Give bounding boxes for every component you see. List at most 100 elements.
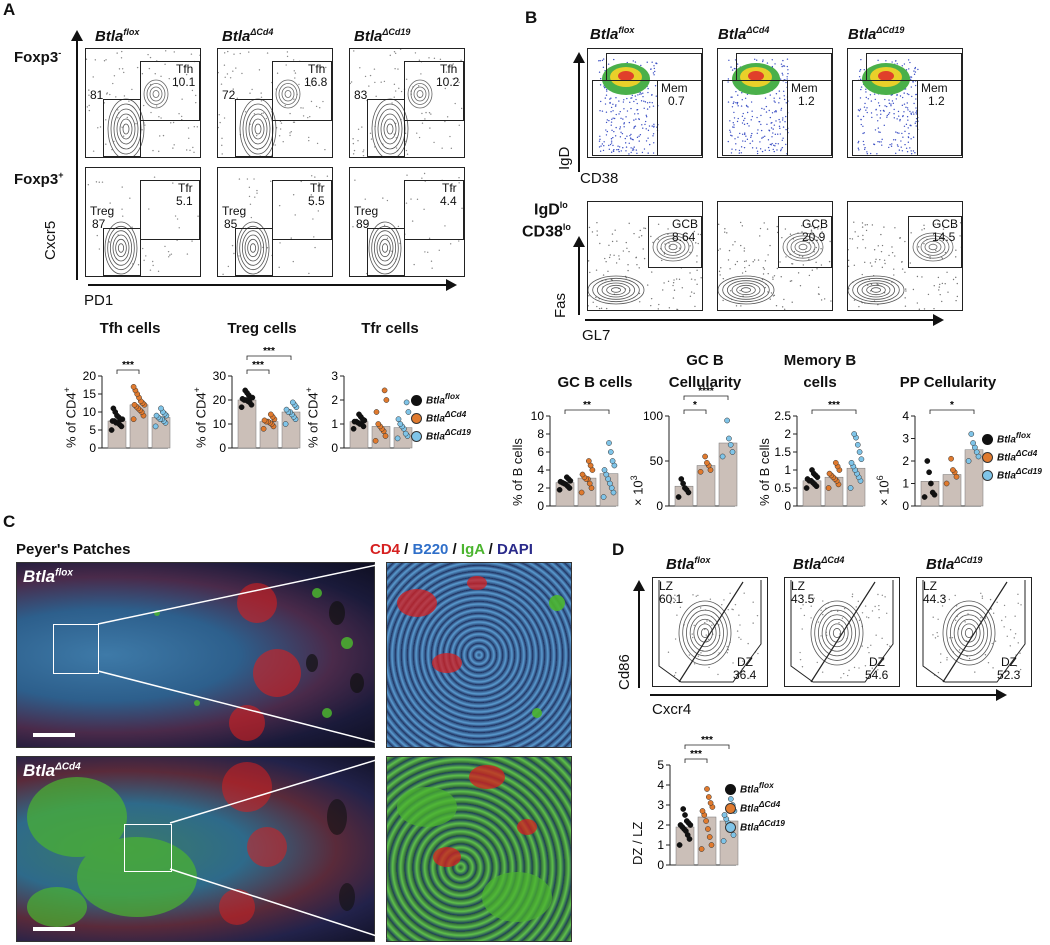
gate-box-mem <box>657 80 702 156</box>
event-dot <box>294 77 296 79</box>
event-dot <box>876 283 878 285</box>
event-dot <box>760 114 762 117</box>
event-dot <box>938 289 940 291</box>
event-dot <box>841 617 844 619</box>
event-dot <box>605 134 608 136</box>
facs-plot-foxp3neg: 72 Tfh 16.8 <box>217 48 333 158</box>
event-dot <box>857 235 859 238</box>
event-dot <box>406 153 409 155</box>
y-axis-label-text: % of CD4 <box>193 392 209 448</box>
event-dot <box>221 153 223 155</box>
event-dot <box>648 106 651 108</box>
event-dot <box>801 231 803 233</box>
event-dot <box>1013 637 1015 639</box>
event-dot <box>817 621 820 623</box>
event-dot <box>357 128 360 130</box>
data-point <box>854 441 861 448</box>
event-dot <box>782 90 785 92</box>
event-dot <box>910 153 913 155</box>
contour-line <box>928 243 938 251</box>
chart-title: Tfh cells <box>99 320 161 337</box>
gate-value-gcb: 8.64 <box>672 230 696 244</box>
event-dot <box>619 110 621 113</box>
data-point <box>289 399 296 406</box>
event-dot <box>865 109 867 111</box>
event-dot <box>789 233 792 235</box>
data-point <box>609 458 616 464</box>
event-dot <box>646 108 649 110</box>
scale-bar <box>33 927 75 931</box>
event-dot <box>737 136 739 138</box>
data-point <box>698 846 705 852</box>
event-dot <box>736 101 739 104</box>
bar-1 <box>697 816 717 866</box>
event-dot <box>610 151 613 153</box>
event-dot <box>619 136 622 138</box>
event-dot <box>771 112 774 114</box>
density-hotspot <box>878 71 894 81</box>
event-dot <box>813 227 815 230</box>
event-dot <box>428 112 431 114</box>
event-dot <box>907 136 910 139</box>
event-dot <box>860 88 862 91</box>
event-dot <box>709 598 712 600</box>
event-dot <box>147 53 149 56</box>
significance-bracket <box>246 369 270 374</box>
gate-box-left <box>235 99 273 157</box>
data-point <box>924 458 931 464</box>
event-dot <box>608 119 610 122</box>
gate-label-tfh: Tfh <box>308 62 326 76</box>
event-dot <box>734 138 736 140</box>
event-dot <box>877 59 879 62</box>
event-dot <box>251 88 253 91</box>
event-dot <box>643 227 645 229</box>
event-dot <box>266 52 269 54</box>
event-dot <box>235 67 237 69</box>
chart-title: Treg cells <box>227 320 297 337</box>
gate-box-tfh <box>272 61 332 121</box>
contour-line <box>856 280 896 300</box>
event-dot <box>912 150 915 152</box>
event-dot <box>673 289 676 291</box>
event-dot <box>610 138 613 140</box>
event-dot <box>743 146 746 149</box>
data-point <box>606 440 612 446</box>
event-dot <box>651 271 653 273</box>
event-dot <box>733 101 735 103</box>
y-tick-label: 3 <box>902 432 909 446</box>
event-dot <box>820 248 822 250</box>
event-dot <box>233 252 235 255</box>
event-dot <box>942 228 945 230</box>
event-dot <box>773 97 775 99</box>
event-dot <box>612 103 614 105</box>
event-dot <box>990 608 992 610</box>
event-dot <box>881 637 883 640</box>
event-dot <box>256 189 258 192</box>
event-dot <box>733 126 735 129</box>
data-point <box>948 455 954 462</box>
gate-value-tfr: 4.4 <box>440 194 457 208</box>
event-dot <box>838 621 840 624</box>
event-dot <box>122 135 125 137</box>
event-dot <box>732 126 734 128</box>
event-dot <box>233 53 235 55</box>
event-dot <box>888 146 890 149</box>
event-dot <box>740 305 742 307</box>
event-dot <box>224 52 226 54</box>
event-dot <box>916 302 919 304</box>
event-dot <box>913 70 915 72</box>
y-tick-label: 50 <box>650 454 664 468</box>
data-point <box>677 822 684 828</box>
event-dot <box>904 143 906 146</box>
event-dot <box>894 227 896 229</box>
event-dot <box>653 67 656 70</box>
event-dot <box>951 636 954 639</box>
event-dot <box>915 120 917 123</box>
contour-line <box>790 238 816 256</box>
event-dot <box>646 284 649 286</box>
event-dot <box>904 271 906 273</box>
contour-line <box>122 123 130 135</box>
gate-box-bottom-left <box>722 80 788 156</box>
data-point <box>282 421 289 427</box>
event-dot <box>732 662 734 664</box>
